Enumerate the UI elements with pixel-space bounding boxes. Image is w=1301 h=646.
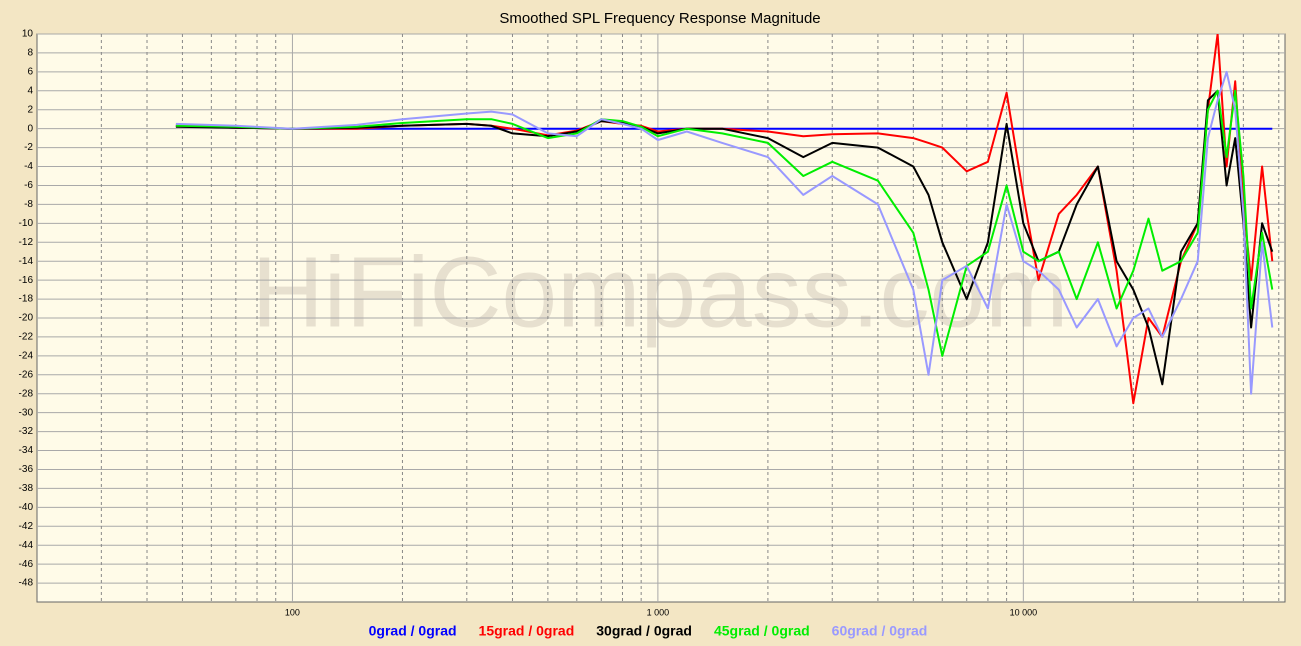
y-tick-label: -24 <box>19 351 34 362</box>
y-tick-label: 6 <box>27 67 33 78</box>
y-tick-label: -12 <box>19 237 34 248</box>
legend-entry: 45grad / 0grad <box>714 623 810 639</box>
y-tick-label: -42 <box>19 521 34 532</box>
legend-entry: 0grad / 0grad <box>369 623 457 639</box>
y-tick-label: -48 <box>19 578 34 589</box>
y-tick-label: -34 <box>19 445 34 456</box>
y-tick-label: -16 <box>19 275 34 286</box>
y-tick-label: -30 <box>19 407 34 418</box>
chart-title: Smoothed SPL Frequency Response Magnitud… <box>499 10 820 27</box>
watermark: HiFiCompass.com <box>252 236 1069 348</box>
y-tick-label: 4 <box>27 85 33 96</box>
y-tick-label: -8 <box>24 199 33 210</box>
legend-entry: 15grad / 0grad <box>479 623 575 639</box>
y-tick-label: -46 <box>19 559 34 570</box>
y-tick-label: -28 <box>19 388 34 399</box>
y-tick-label: -26 <box>19 369 34 380</box>
y-tick-label: -22 <box>19 332 34 343</box>
series-line <box>175 70 1274 395</box>
y-tick-label: -4 <box>24 161 33 172</box>
labels: 10 8 6 4 2 0 -2 -4 -6 -8 -10 -12 -14 -16 -18 -20 -22 -24 -… <box>19 29 1038 639</box>
y-tick-label: -14 <box>19 256 34 267</box>
y-tick-label: -36 <box>19 464 34 475</box>
y-tick-label: 10 <box>22 29 34 40</box>
y-tick-label: -40 <box>19 502 34 513</box>
legend-entry: 30grad / 0grad <box>596 623 692 639</box>
y-tick-label: -32 <box>19 426 34 437</box>
legend-entry: 60grad / 0grad <box>832 623 928 639</box>
y-tick-label: -2 <box>24 142 33 153</box>
y-tick-label: -44 <box>19 540 34 551</box>
x-tick-label: 1 000 <box>647 607 670 617</box>
y-tick-label: -38 <box>19 483 34 494</box>
y-tick-label: 2 <box>27 104 33 115</box>
series-line <box>175 89 1274 357</box>
y-tick-label: 0 <box>27 123 33 134</box>
y-tick-label: -6 <box>24 180 33 191</box>
lines <box>175 34 1274 405</box>
y-tick-label: -10 <box>19 218 34 229</box>
y-tick-label: -18 <box>19 294 34 305</box>
x-tick-label: 10 000 <box>1010 607 1038 617</box>
x-tick-label: 100 <box>285 607 300 617</box>
y-tick-label: 8 <box>27 48 33 59</box>
y-tick-label: -20 <box>19 313 34 324</box>
